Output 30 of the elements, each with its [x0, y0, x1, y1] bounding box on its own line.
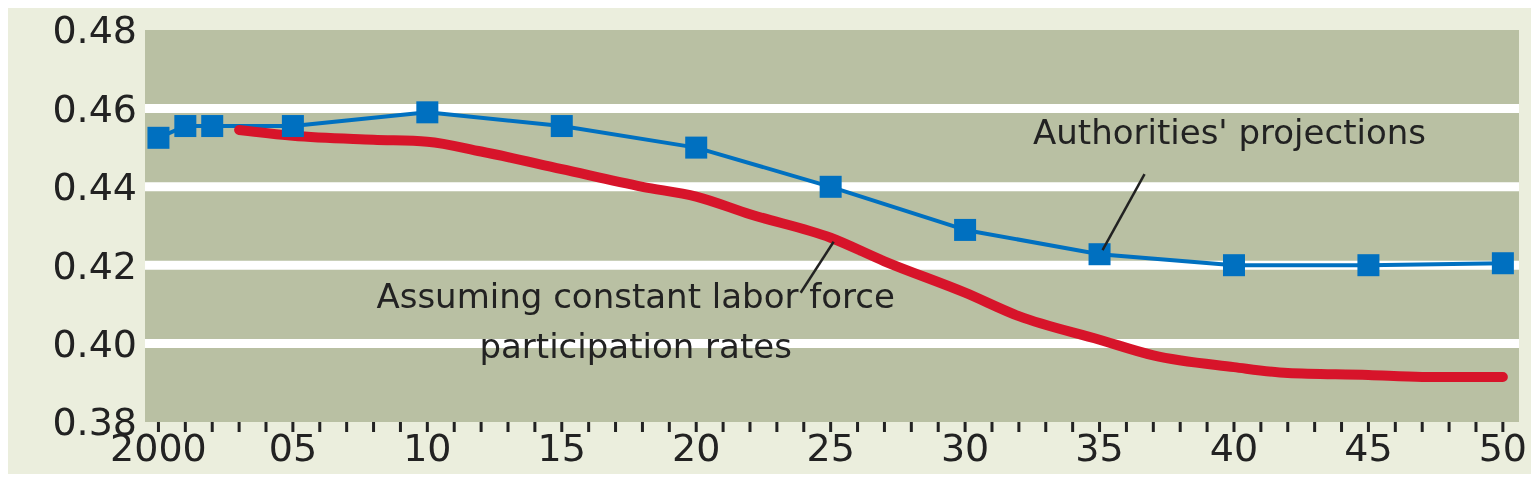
- x-tick-label: 10: [403, 425, 452, 470]
- x-tick-label: 25: [806, 425, 855, 470]
- x-tick-label: 35: [1075, 425, 1124, 470]
- point: [147, 126, 170, 149]
- point: [201, 115, 224, 138]
- point: [416, 101, 439, 124]
- x-tick-label: 45: [1344, 425, 1393, 470]
- point: [819, 175, 842, 198]
- x-tick-label: 50: [1478, 425, 1528, 470]
- y-tick-label: 0.40: [52, 322, 137, 367]
- point: [174, 115, 197, 138]
- y-tick-label: 0.48: [52, 8, 137, 53]
- point: [281, 115, 304, 138]
- point: [1088, 243, 1111, 266]
- y-tick-label: 0.46: [52, 86, 137, 131]
- y-tick-label: 0.42: [52, 243, 137, 288]
- x-tick-label: 40: [1209, 425, 1259, 470]
- x-tick-label: 05: [268, 425, 318, 470]
- point: [954, 218, 977, 241]
- series-label: Assuming constant labor force participation rates: [376, 275, 895, 366]
- point: [550, 115, 573, 138]
- point: [1357, 254, 1380, 277]
- x-tick-label: 15: [537, 425, 586, 470]
- text: Authorities' projections: [1033, 112, 1427, 153]
- y-tick-label: 0.44: [52, 165, 137, 210]
- point: [1222, 254, 1245, 277]
- x-tick-label: 30: [940, 425, 990, 470]
- point: [1491, 252, 1514, 275]
- x-tick-label: 20: [672, 425, 721, 470]
- point: [685, 136, 708, 159]
